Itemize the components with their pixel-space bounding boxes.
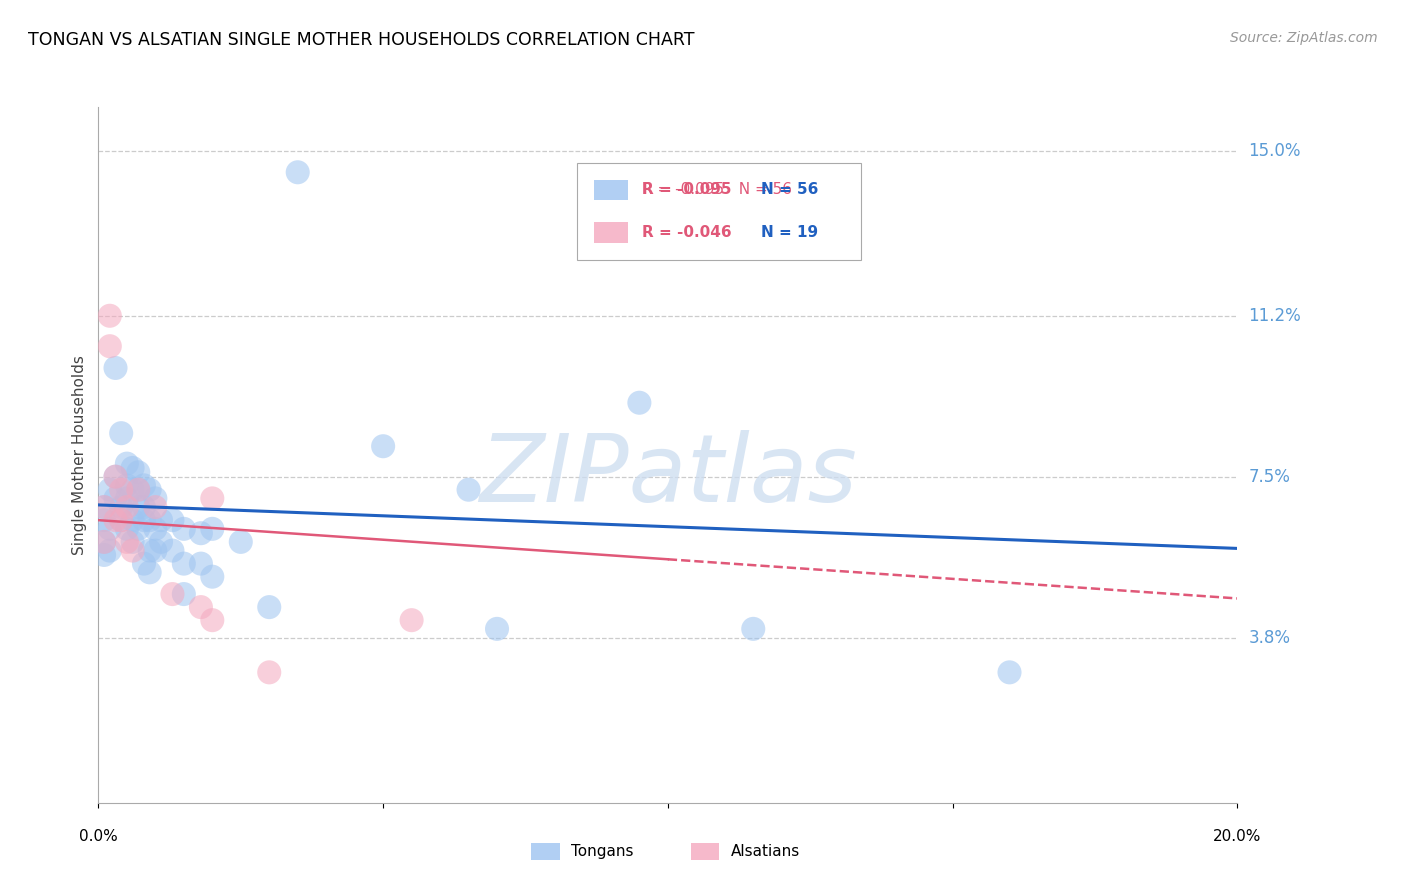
Point [173, 587, 195, 601]
Text: Tongans: Tongans [571, 844, 634, 859]
Point [132, 513, 155, 527]
Point [127, 522, 149, 536]
Point [201, 522, 224, 536]
Point [127, 466, 149, 480]
Point [104, 360, 127, 375]
Text: R = -0.095: R = -0.095 [641, 183, 731, 197]
Point [138, 566, 160, 580]
Point [115, 500, 138, 514]
Point [132, 478, 155, 492]
Point [93, 534, 115, 549]
Point [190, 557, 212, 571]
Point [259, 665, 281, 680]
Point [162, 587, 184, 601]
Text: 15.0%: 15.0% [1249, 142, 1301, 160]
Point [138, 483, 160, 497]
Point [162, 543, 184, 558]
Text: R = -0.095   N = 56: R = -0.095 N = 56 [641, 183, 792, 197]
Point [93, 548, 115, 562]
Point [110, 513, 132, 527]
Point [628, 395, 651, 409]
Bar [593, 179, 628, 201]
Point [259, 600, 281, 615]
Point [132, 500, 155, 514]
Point [173, 522, 195, 536]
Point [110, 426, 132, 441]
Text: Alsatians: Alsatians [731, 844, 800, 859]
Point [104, 491, 127, 506]
Point [115, 491, 138, 506]
Point [373, 439, 395, 453]
Point [457, 483, 479, 497]
Point [145, 522, 167, 536]
Point [173, 557, 195, 571]
Point [201, 570, 224, 584]
Point [121, 513, 143, 527]
Point [98, 543, 121, 558]
Point [138, 543, 160, 558]
Point [115, 478, 138, 492]
Point [486, 622, 509, 636]
Point [93, 500, 115, 514]
Text: N = 56: N = 56 [761, 183, 818, 197]
Text: 3.8%: 3.8% [1249, 629, 1291, 647]
Point [401, 613, 423, 627]
Point [98, 483, 121, 497]
Point [104, 469, 127, 483]
Text: 7.5%: 7.5% [1249, 467, 1291, 485]
Bar [531, 843, 560, 860]
Point [98, 309, 121, 323]
Point [145, 543, 167, 558]
Text: Source: ZipAtlas.com: Source: ZipAtlas.com [1230, 31, 1378, 45]
Text: TONGAN VS ALSATIAN SINGLE MOTHER HOUSEHOLDS CORRELATION CHART: TONGAN VS ALSATIAN SINGLE MOTHER HOUSEHO… [28, 31, 695, 49]
Point [110, 483, 132, 497]
Point [93, 534, 115, 549]
Point [127, 483, 149, 497]
Point [115, 457, 138, 471]
Text: 11.2%: 11.2% [1249, 307, 1301, 325]
Point [162, 513, 184, 527]
Point [201, 613, 224, 627]
Point [127, 483, 149, 497]
Point [132, 557, 155, 571]
Point [104, 513, 127, 527]
Point [104, 469, 127, 483]
FancyBboxPatch shape [576, 162, 862, 260]
Point [138, 513, 160, 527]
Point [287, 165, 309, 179]
Point [121, 461, 143, 475]
Point [110, 513, 132, 527]
Point [145, 491, 167, 506]
Point [150, 534, 173, 549]
Point [229, 534, 252, 549]
Bar [593, 222, 628, 244]
Point [150, 513, 173, 527]
Text: N = 19: N = 19 [761, 226, 818, 240]
Point [121, 483, 143, 497]
Point [201, 491, 224, 506]
Point [93, 500, 115, 514]
Point [190, 600, 212, 615]
Text: 0.0%: 0.0% [79, 829, 118, 844]
Point [121, 543, 143, 558]
Point [145, 500, 167, 514]
Text: 20.0%: 20.0% [1213, 829, 1261, 844]
Point [121, 534, 143, 549]
Point [115, 522, 138, 536]
Point [98, 522, 121, 536]
Point [98, 339, 121, 353]
Y-axis label: Single Mother Households: Single Mother Households [72, 355, 87, 555]
Text: ZIPatlas: ZIPatlas [479, 430, 856, 521]
Bar [690, 843, 718, 860]
Point [190, 526, 212, 541]
Point [93, 513, 115, 527]
Point [127, 500, 149, 514]
Point [115, 534, 138, 549]
Point [998, 665, 1021, 680]
Text: R = -0.046: R = -0.046 [641, 226, 731, 240]
Point [110, 500, 132, 514]
Point [742, 622, 765, 636]
